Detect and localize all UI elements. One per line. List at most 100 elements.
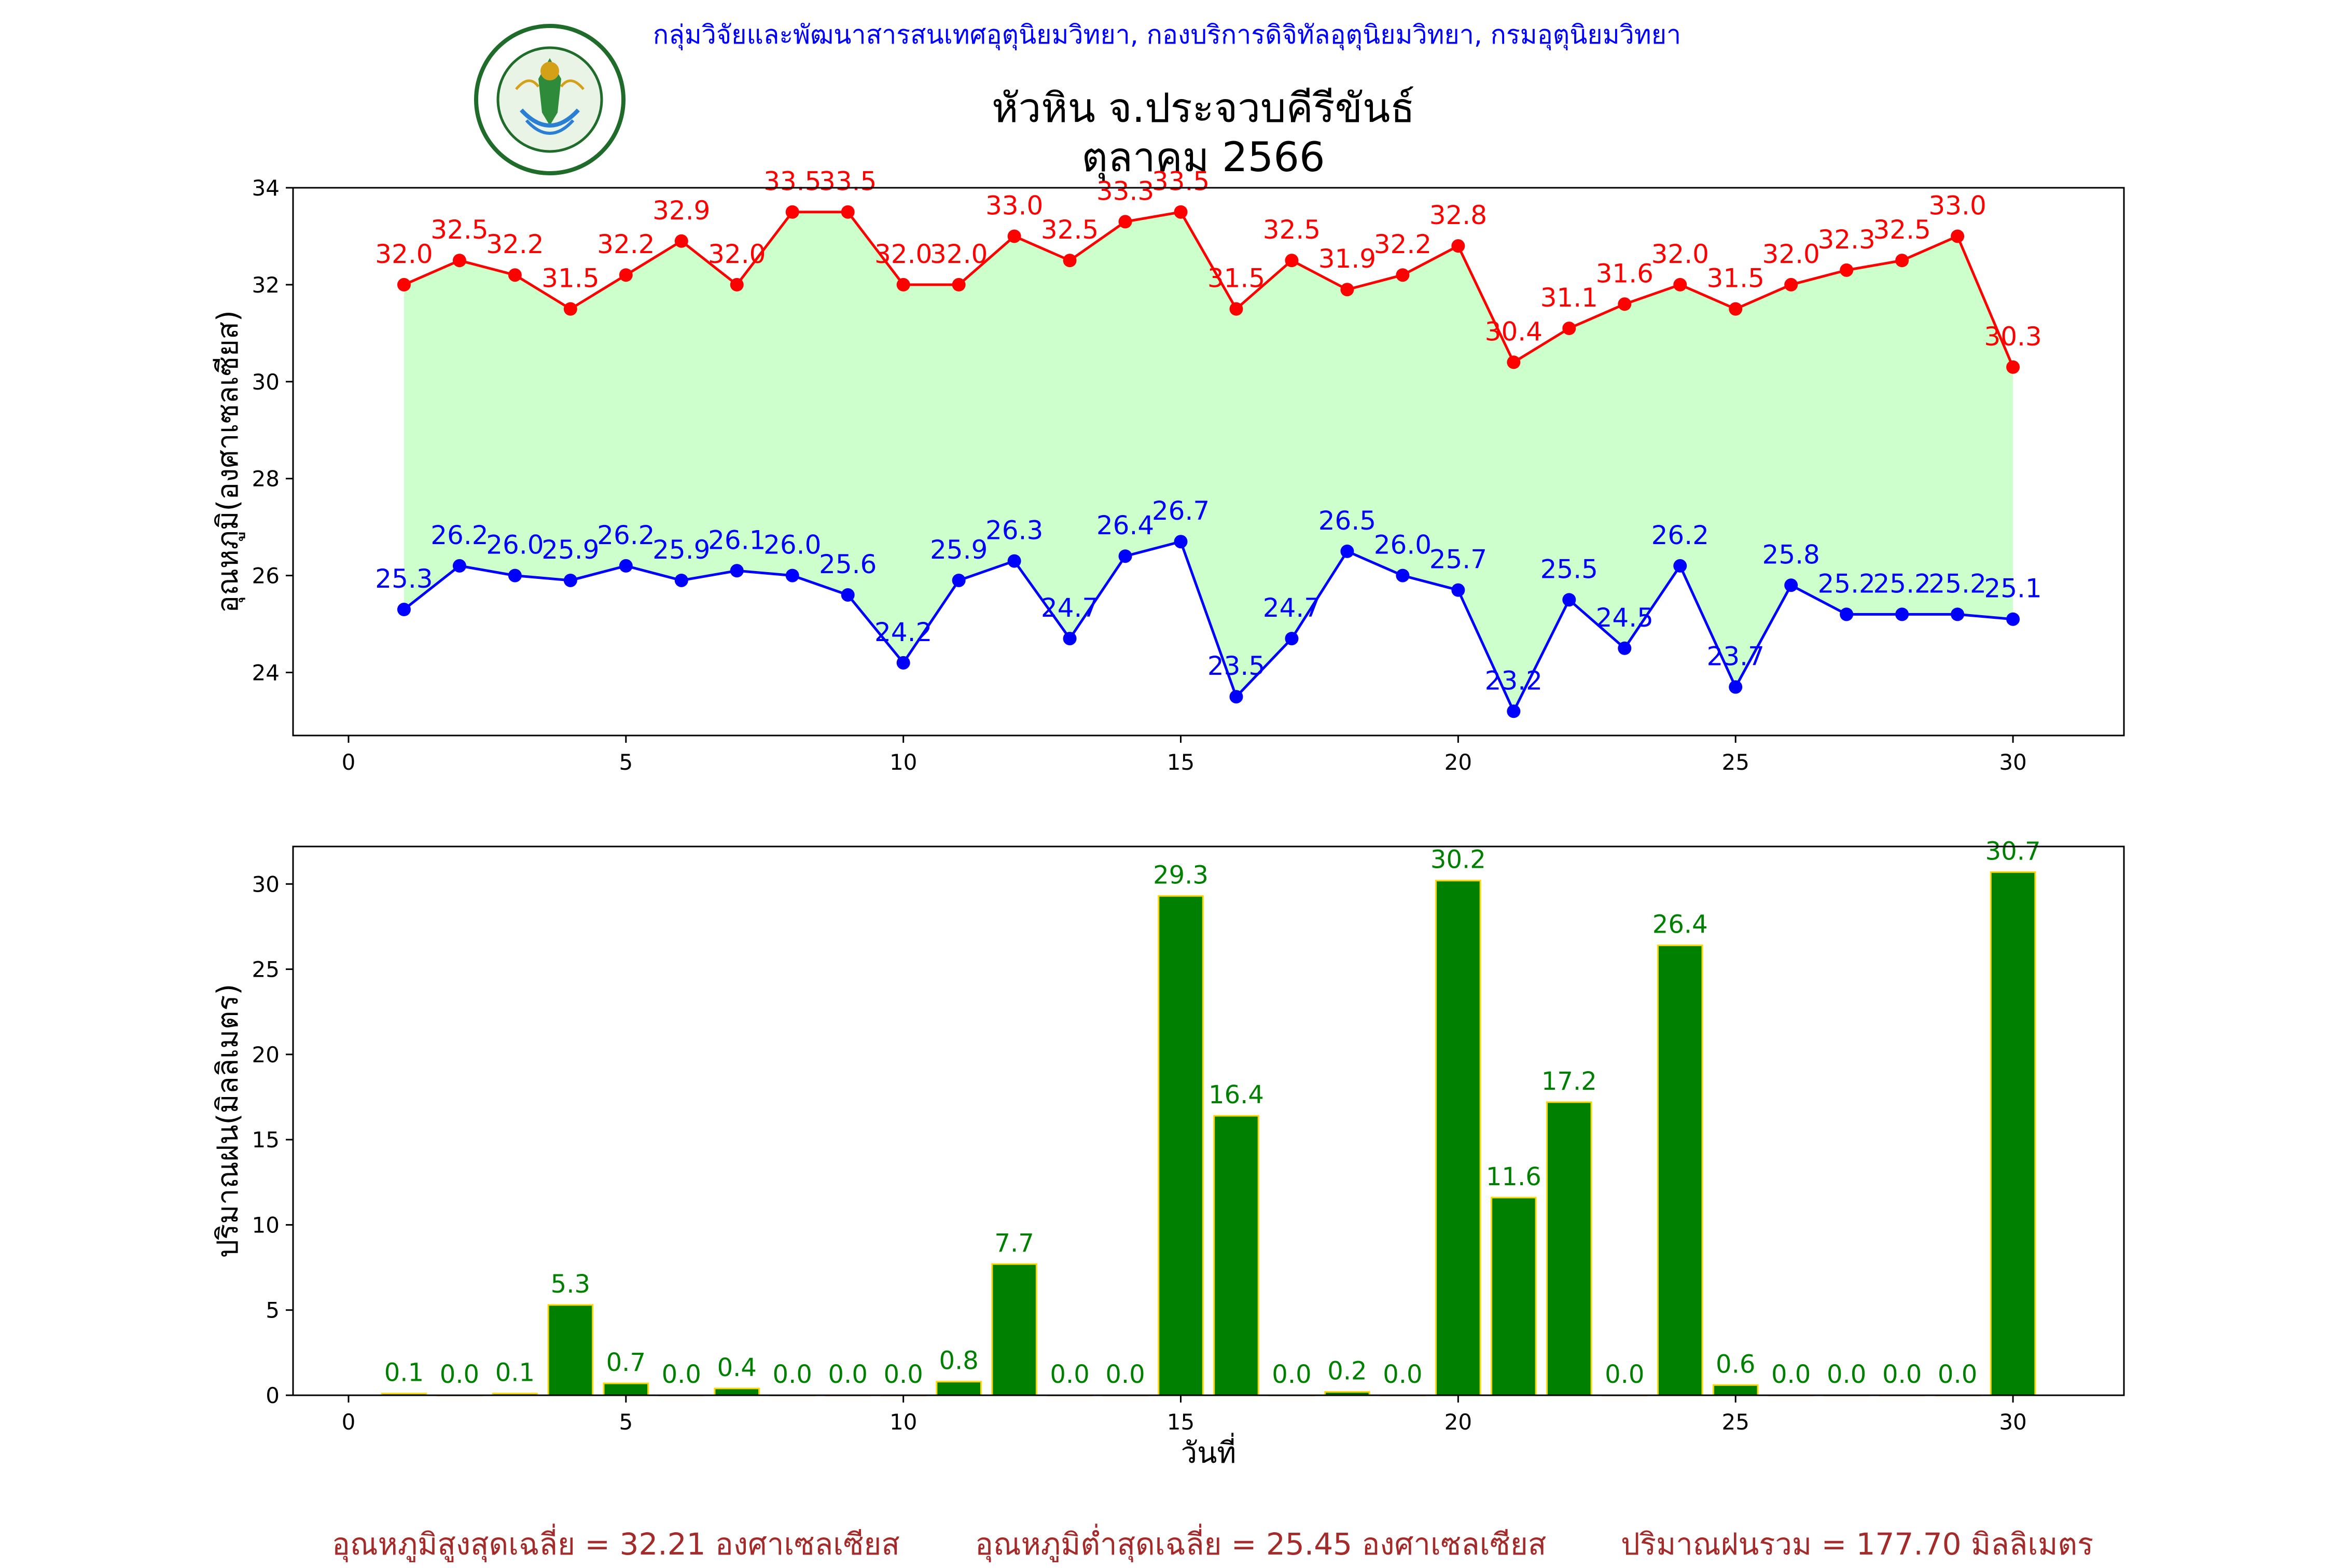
department-caption: กลุ่มวิจัยและพัฒนาสารสนเทศอุตุนิยมวิทยา,…	[652, 20, 1682, 50]
max-temp-point	[1118, 215, 1132, 229]
min-temp-point	[952, 573, 966, 587]
min-temp-data-label: 24.7	[1263, 593, 1321, 623]
max-temp-point	[1840, 263, 1854, 277]
max-temp-point	[397, 277, 411, 292]
chart-title-month: ตุลาคม 2566	[1081, 134, 1325, 182]
max-temp-data-label: 31.5	[1207, 263, 1265, 294]
min-temp-point	[1673, 559, 1687, 573]
min-temp-data-label: 26.3	[985, 516, 1043, 546]
rain-data-label: 26.4	[1652, 910, 1708, 939]
min-temp-point	[785, 568, 799, 582]
total-rain-summary: ปริมาณฝนรวม = 177.70 มิลลิเมตร	[1621, 1527, 2094, 1562]
max-temp-data-label: 32.5	[1873, 215, 1930, 245]
min-temp-point	[1340, 544, 1354, 558]
x-tick-label: 0	[342, 750, 356, 775]
min-temp-data-label: 25.2	[1873, 568, 1930, 599]
max-temp-data-label: 33.3	[1096, 176, 1154, 206]
y-tick-label: 28	[252, 466, 280, 492]
rain-data-label: 30.7	[1985, 837, 2041, 866]
x-tick-label: 10	[890, 1409, 917, 1435]
y-tick-label: 25	[252, 957, 280, 982]
x-tick-label: 0	[342, 1409, 356, 1435]
max-temp-data-label: 31.9	[1318, 244, 1376, 274]
min-temp-data-label: 23.7	[1707, 642, 1765, 672]
min-temp-point	[1895, 607, 1909, 621]
min-temp-point	[1007, 554, 1021, 568]
rain-data-label: 0.8	[939, 1347, 978, 1376]
min-temp-point	[674, 573, 688, 587]
min-temp-point	[1285, 632, 1299, 646]
min-temp-point	[1063, 632, 1077, 646]
min-temp-data-label: 26.2	[1651, 520, 1709, 550]
min-temp-point	[1174, 535, 1188, 549]
min-temp-data-label: 25.8	[1762, 539, 1820, 570]
y-tick-label: 32	[252, 272, 280, 298]
max-temp-point	[1285, 254, 1299, 268]
max-temp-point	[563, 302, 577, 316]
min-temp-point	[1618, 641, 1632, 655]
min-temp-data-label: 26.4	[1096, 510, 1154, 540]
max-temp-point	[1729, 302, 1743, 316]
min-temp-data-label: 26.2	[597, 520, 655, 550]
max-temp-data-label: 33.0	[1928, 190, 1986, 220]
rain-data-label: 0.0	[828, 1360, 868, 1389]
max-temp-point	[1063, 254, 1077, 268]
max-temp-data-label: 32.0	[874, 239, 932, 269]
max-temp-data-label: 32.5	[1263, 215, 1321, 245]
x-tick-label: 25	[1721, 750, 1749, 775]
rain-data-label: 0.0	[773, 1360, 812, 1389]
max-temp-point	[1895, 254, 1909, 268]
max-temp-point	[1507, 355, 1521, 369]
avg-min-temp-summary: อุณหภูมิต่ำสุดเฉลี่ย = 25.45 องศาเซลเซีย…	[975, 1527, 1547, 1562]
max-temp-data-label: 33.5	[819, 166, 877, 197]
y-tick-label: 20	[252, 1042, 280, 1067]
temperature-chart: 32.0 25.3 32.5 26.2 32.2 26.0 31.5 25.9 32.2 26.2…	[211, 166, 2125, 775]
max-temp-data-label: 32.0	[1762, 239, 1820, 269]
max-temp-point	[785, 205, 799, 219]
x-tick-label: 20	[1444, 750, 1472, 775]
max-temp-point	[1951, 229, 1965, 243]
x-tick-label: 15	[1167, 1409, 1194, 1435]
min-temp-point	[1562, 593, 1576, 607]
min-temp-point	[1229, 690, 1243, 704]
y-tick-label: 26	[252, 563, 280, 589]
rain-bar	[1491, 1197, 1537, 1396]
rain-data-label: 17.2	[1541, 1067, 1597, 1096]
rain-data-label: 7.7	[994, 1229, 1034, 1258]
temp-plot-frame	[292, 187, 2125, 737]
max-temp-point	[508, 268, 522, 282]
min-temp-data-label: 25.7	[1429, 545, 1487, 575]
min-temp-data-label: 25.9	[652, 535, 710, 565]
max-temp-point	[1007, 229, 1021, 243]
min-temp-data-label: 23.2	[1485, 665, 1543, 696]
y-tick-label: 0	[266, 1383, 280, 1408]
min-temp-point	[896, 656, 910, 670]
max-temp-data-label: 32.2	[597, 229, 655, 259]
max-temp-data-label: 30.4	[1485, 316, 1543, 346]
rain-bar	[1546, 1101, 1592, 1396]
max-temp-data-label: 32.0	[375, 239, 433, 269]
min-temp-point	[508, 568, 522, 582]
min-temp-point	[452, 559, 466, 573]
y-tick-label: 30	[252, 871, 280, 897]
min-temp-data-label: 26.0	[763, 530, 821, 560]
max-temp-data-label: 32.0	[1651, 239, 1709, 269]
min-temp-point	[1951, 607, 1965, 621]
avg-max-temp-summary: อุณหภูมิสูงสุดเฉลี่ย = 32.21 องศาเซลเซีย…	[332, 1527, 900, 1562]
rain-data-label: 30.2	[1430, 845, 1486, 875]
meteorological-department-logo	[474, 24, 626, 175]
max-temp-data-label: 31.5	[1707, 263, 1765, 294]
max-temp-point	[1340, 283, 1354, 297]
rain-data-label: 5.3	[551, 1270, 590, 1299]
y-tick-label: 10	[252, 1212, 280, 1238]
rain-bar	[936, 1381, 982, 1396]
temp-y-axis-label: อุณหภูมิ(องศาเซลเซียส)	[211, 310, 245, 613]
min-temp-data-label: 24.7	[1041, 593, 1099, 623]
rain-bar	[1990, 871, 2036, 1396]
max-temp-data-label: 32.5	[430, 215, 488, 245]
rain-data-label: 0.0	[1105, 1360, 1145, 1389]
min-temp-data-label: 26.5	[1318, 506, 1376, 536]
max-temp-data-label: 32.8	[1429, 200, 1487, 230]
max-temp-point	[1784, 277, 1798, 292]
rain-data-label: 0.0	[1827, 1360, 1866, 1389]
